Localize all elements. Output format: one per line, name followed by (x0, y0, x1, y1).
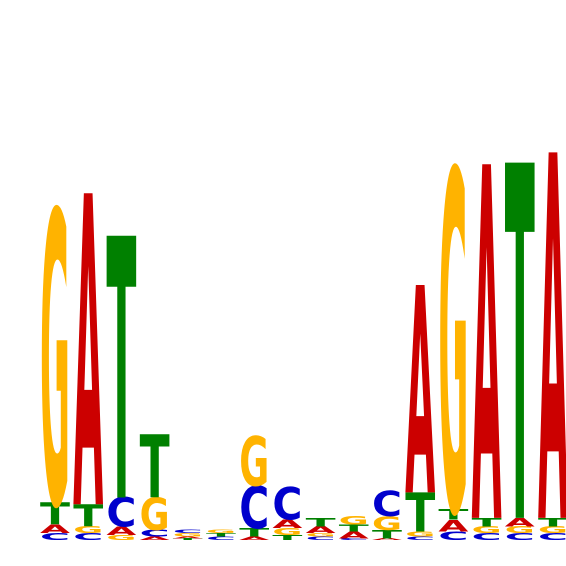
logo-letter-c: C (472, 531, 502, 542)
logo-letter-a: A (372, 538, 403, 541)
logo-letter-a: A (73, 110, 103, 566)
logo-letter-t: T (272, 534, 303, 542)
logo-letter-c: C (372, 484, 402, 524)
logo-letter-g: G (206, 529, 236, 534)
logo-letter-t: T (339, 523, 369, 534)
logo-letter-a: A (306, 525, 336, 536)
logo-letter-c: C (538, 531, 566, 542)
logo-letter-c: C (173, 529, 203, 534)
logo-letter-a: A (339, 530, 369, 541)
logo-letter-c: C (40, 531, 70, 542)
logo-letter-g: G (140, 488, 170, 540)
logo-letter-a: A (538, 53, 566, 566)
logo-letter-c: C (405, 536, 435, 541)
logo-letter-t: T (40, 497, 70, 532)
logo-letter-g: G (272, 527, 302, 538)
logo-letter-c: C (438, 530, 468, 544)
logo-letter-a: A (239, 536, 270, 542)
logo-letter-g: G (505, 525, 535, 536)
logo-letter-t: T (472, 516, 502, 530)
logo-letter-t: T (538, 516, 566, 530)
logo-letter-a: A (472, 70, 502, 566)
logo-letter-a: A (140, 536, 171, 542)
logo-letter-t: T (405, 481, 435, 544)
logo-letter-a: A (438, 517, 468, 536)
logo-letter-c: C (272, 479, 302, 531)
logo-letter-g: G (73, 525, 103, 536)
logo-letter-a: A (405, 229, 435, 560)
logo-letter-t: T (306, 516, 336, 530)
logo-letter-g: G (339, 514, 369, 527)
logo-letter-t: T (206, 532, 237, 537)
logo-letter-c: C (505, 531, 535, 542)
logo-letter-g: G (472, 525, 502, 536)
logo-letter-c: C (106, 491, 136, 536)
logo-letter-g: G (40, 132, 70, 566)
logo-letter-g: G (306, 532, 336, 537)
logo-letter-g: G (372, 512, 402, 534)
logo-letter-t: T (505, 66, 535, 566)
logo-letter-c: C (140, 528, 170, 539)
logo-letter-t: T (140, 418, 170, 519)
logo-letter-g: G (538, 525, 566, 536)
logo-letter-t: T (438, 507, 469, 523)
logo-letter-t: T (173, 538, 204, 541)
logo-letter-t: T (372, 527, 402, 541)
logo-letter-g: G (173, 532, 203, 537)
logo-letter-t: T (106, 166, 136, 566)
logo-letter-t: T (73, 498, 103, 533)
logo-letter-a: A (272, 517, 302, 531)
logo-letter-c: C (73, 531, 103, 542)
logo-letter-g: G (239, 423, 269, 501)
logo-letter-a: A (505, 515, 535, 529)
logo-letter-c: C (206, 536, 236, 541)
logo-letter-c: C (239, 474, 269, 542)
logo-letter-c: C (306, 536, 336, 541)
logo-letter-a: A (40, 522, 70, 536)
logo-letter-c: C (339, 538, 369, 541)
logo-letter-t: T (239, 526, 269, 540)
logo-letter-g: G (438, 78, 468, 566)
logo-letter-g: G (405, 530, 435, 538)
logo-letter-a: A (106, 524, 136, 538)
logo-letter-a: A (173, 536, 204, 539)
logo-letter-g: G (106, 534, 136, 542)
